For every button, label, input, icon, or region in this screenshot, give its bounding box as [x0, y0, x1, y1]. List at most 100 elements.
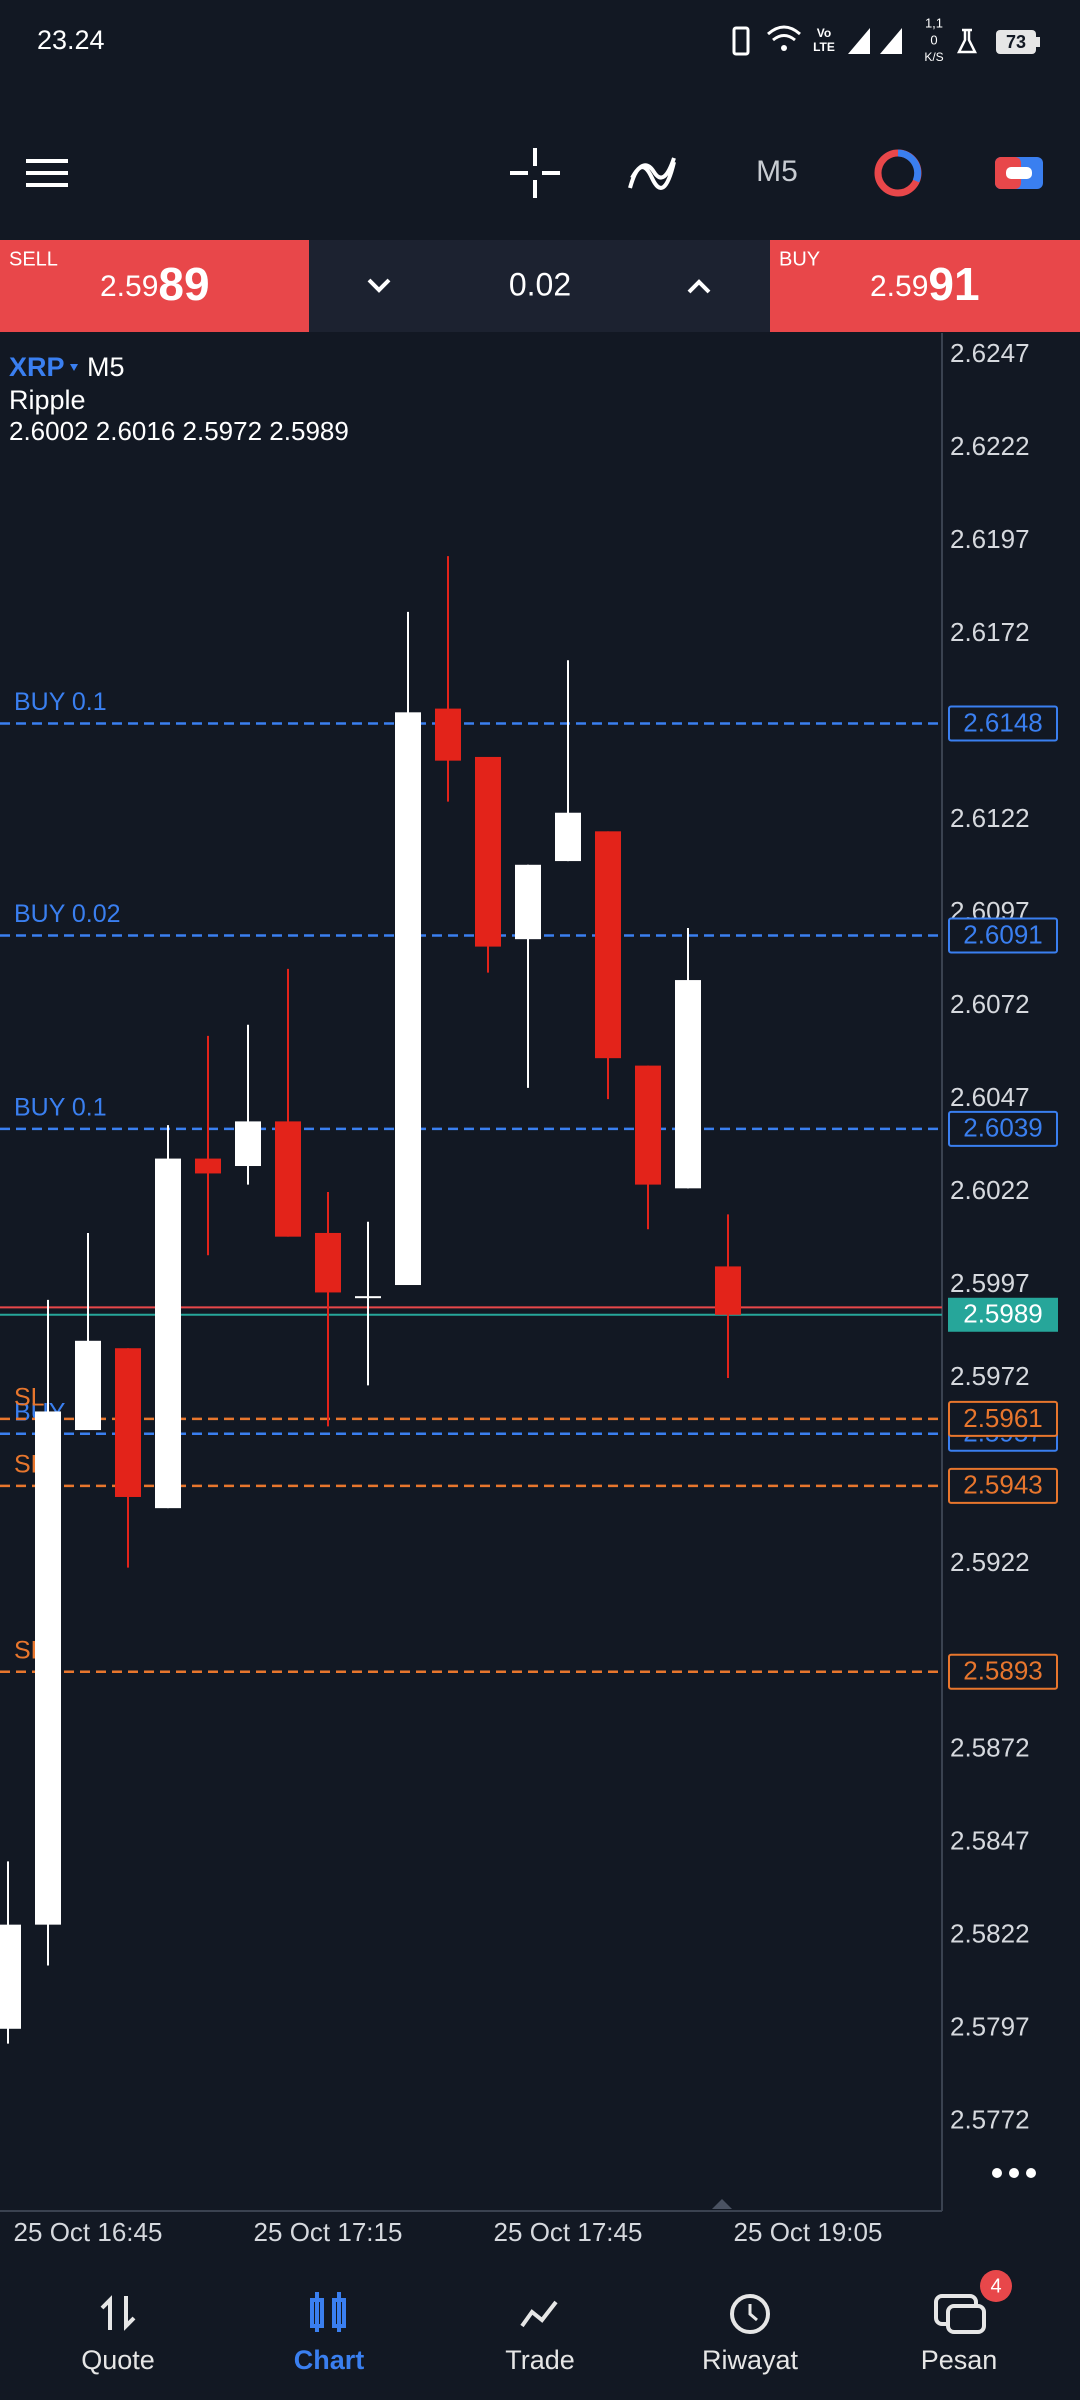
nav-label: Quote: [81, 2345, 155, 2375]
buy-price-small: 2.59: [870, 270, 928, 303]
y-tick-label: 2.5997: [950, 1268, 1030, 1298]
chart: 2.62472.62222.61972.61722.61222.60972.60…: [0, 333, 1058, 2247]
menu-bar: [26, 183, 68, 187]
sell-bg: [0, 240, 309, 332]
speed-text: 0: [930, 32, 937, 47]
indicator-button[interactable]: [628, 157, 676, 190]
y-tick-label: 2.6172: [950, 617, 1030, 647]
quote-icon: [100, 2295, 136, 2331]
y-tick-label: 2.5972: [950, 1361, 1030, 1391]
x-tick-label: 25 Oct 16:45: [14, 2217, 163, 2247]
y-tick-label: 2.6072: [950, 989, 1030, 1019]
y-tick-label: 2.6222: [950, 431, 1030, 461]
ohlc-low: 2.5972: [183, 416, 263, 446]
y-tick-label: 2.5922: [950, 1547, 1030, 1577]
candle-body: [475, 756, 501, 947]
sell-price: 2.5989: [100, 258, 210, 310]
nav-messages[interactable]: Pesan 4: [921, 2270, 1012, 2375]
ohlc-high: 2.6016: [96, 416, 176, 446]
speed-text: K/S: [924, 50, 943, 64]
signal-icon: [848, 28, 870, 54]
history-hand: [748, 2304, 758, 2322]
buy-price: 2.5991: [870, 258, 980, 310]
nav-quote[interactable]: Quote: [81, 2295, 155, 2375]
buy-button[interactable]: BUY 2.5991: [770, 240, 1080, 332]
candles: [0, 556, 741, 2044]
y-tick-label: 2.5822: [950, 1919, 1030, 1949]
timeframe-button[interactable]: M5: [756, 155, 798, 188]
nav-trade[interactable]: Trade: [505, 2300, 575, 2375]
candle-body: [435, 708, 461, 761]
lot-decrease[interactable]: [367, 278, 391, 293]
bottom-nav: Quote Chart Trade Riwayat Pesan 4: [81, 2270, 1012, 2375]
candle-body: [315, 1232, 341, 1293]
lot-increase[interactable]: [687, 279, 711, 294]
candle-body: [275, 1121, 301, 1237]
nav-history[interactable]: Riwayat: [702, 2294, 799, 2375]
one-click-button[interactable]: [995, 157, 1043, 189]
history-icon: [730, 2294, 770, 2334]
price-labels: 2.61482.60912.60392.59572.59612.59432.58…: [948, 705, 1058, 1690]
candle-body: [155, 1158, 181, 1509]
status-bar: 23.24 Vo LTE 1,1 0 K/S 73: [37, 15, 1040, 64]
battery-icon: [996, 30, 1036, 54]
lot-size[interactable]: 0.02: [509, 266, 571, 302]
scroll-marker: [712, 2199, 732, 2209]
speed-text: 1,1: [925, 15, 943, 30]
nav-chart[interactable]: Chart: [294, 2292, 365, 2375]
chart-icon-wick: [315, 2292, 341, 2332]
badge-count: 4: [990, 2275, 1001, 2297]
candle-body: [35, 1411, 61, 1925]
menu-bar: [26, 159, 68, 163]
y-tick-label: 2.6122: [950, 803, 1030, 833]
message-icon: [946, 2304, 986, 2334]
candle-body: [515, 864, 541, 940]
crosshair-button[interactable]: [510, 148, 560, 198]
sell-button[interactable]: SELL 2.5989: [0, 240, 309, 332]
time-labels: 25 Oct 16:45 25 Oct 17:15 25 Oct 17:45 25 O…: [14, 2217, 883, 2247]
symbol-dropdown[interactable]: [70, 364, 78, 371]
ohlc: 2.6002 2.6016 2.5972 2.5989: [9, 416, 349, 446]
bid-label: 2.5989: [963, 1299, 1043, 1329]
y-tick-label: 2.6197: [950, 524, 1030, 554]
toolbar: M5: [26, 148, 1043, 198]
candle-body: [75, 1340, 101, 1431]
candle-body: [635, 1065, 661, 1185]
dot: [992, 2168, 1002, 2178]
badge: [980, 2270, 1012, 2302]
price-box-label: 2.5943: [963, 1470, 1043, 1500]
volte-text: Vo: [817, 26, 831, 40]
objects-button[interactable]: [874, 149, 922, 197]
chart-timeframe: M5: [87, 352, 125, 382]
nav-label: Chart: [294, 2345, 365, 2375]
order-label: BUY 0.1: [14, 688, 107, 716]
nav-label: Riwayat: [702, 2345, 799, 2375]
order-label: SL: [14, 1384, 45, 1412]
candle-body: [395, 712, 421, 1286]
toggle-knob: [1006, 167, 1032, 179]
price-box: [948, 1400, 1058, 1437]
menu-button[interactable]: [26, 159, 68, 187]
clock: 23.24: [37, 25, 105, 55]
buy-bg: [770, 240, 1080, 332]
y-tick-label: 2.5772: [950, 2105, 1030, 2135]
trade-icon: [520, 2300, 558, 2328]
pie-segment: [897, 149, 922, 183]
menu-bar: [26, 171, 68, 175]
price-box: [948, 1653, 1058, 1690]
candle-body: [715, 1266, 741, 1315]
price-box-label: 2.6091: [963, 919, 1043, 949]
price-box-label: 2.6148: [963, 707, 1043, 737]
candle-body: [555, 812, 581, 862]
nav-label: Pesan: [921, 2345, 998, 2375]
price-box: [948, 705, 1058, 742]
ohlc-open: 2.6002: [9, 416, 89, 446]
symbol[interactable]: XRP: [9, 352, 65, 382]
nav-label: Trade: [505, 2345, 575, 2375]
dot: [1026, 2168, 1036, 2178]
y-tick-label: 2.5797: [950, 2012, 1030, 2042]
description: Ripple: [9, 385, 86, 415]
more-button[interactable]: [992, 2168, 1036, 2178]
y-tick-label: 2.6022: [950, 1175, 1030, 1205]
order-label: BUY 0.1: [14, 1093, 107, 1121]
